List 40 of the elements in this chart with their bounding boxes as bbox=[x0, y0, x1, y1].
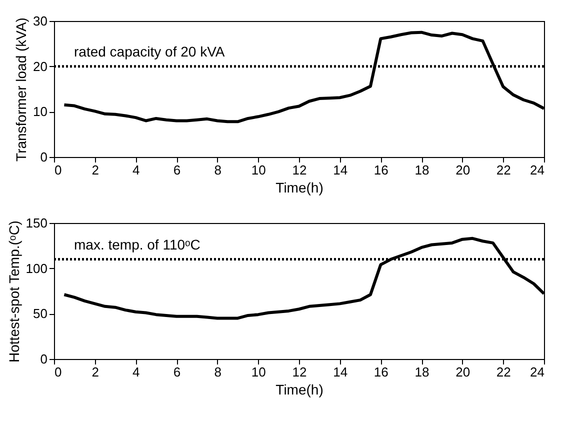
x-tick-label: 12 bbox=[292, 364, 307, 380]
y-tick-label: 0 bbox=[40, 352, 48, 366]
x-tick-label: 12 bbox=[292, 162, 307, 178]
y-tick-label: 20 bbox=[33, 58, 48, 74]
x-tick-label: 16 bbox=[374, 364, 388, 380]
x-axis-title: Time(h) bbox=[276, 180, 324, 196]
x-tick-label: 6 bbox=[173, 162, 181, 178]
x-tick-label: 18 bbox=[414, 162, 430, 178]
y-tick-label: 10 bbox=[33, 104, 48, 120]
ref-line-label: rated capacity of 20 kVA bbox=[74, 43, 226, 60]
y-tick-label: 150 bbox=[26, 216, 48, 230]
y-axis-title: Hottest-spot Temp.(ᵒC) bbox=[6, 220, 22, 362]
x-tick-label: 20 bbox=[456, 162, 470, 178]
x-tick-label: 2 bbox=[92, 364, 99, 380]
x-tick-label: 22 bbox=[496, 162, 511, 178]
y-tick-label: 50 bbox=[33, 306, 48, 322]
x-tick-label: 20 bbox=[456, 364, 470, 380]
x-axis-title: Time(h) bbox=[276, 382, 324, 398]
x-tick-label: 0 bbox=[54, 162, 62, 178]
x-tick-label: 14 bbox=[333, 364, 348, 380]
x-tick-label: 4 bbox=[132, 162, 140, 178]
x-tick-label: 2 bbox=[92, 162, 99, 178]
y-tick-label: 100 bbox=[26, 260, 48, 276]
x-tick-label: 16 bbox=[374, 162, 388, 178]
x-tick-label: 10 bbox=[251, 364, 266, 380]
y-axis-title: Transformer load (kVA) bbox=[13, 18, 30, 162]
x-tick-label: 10 bbox=[251, 162, 266, 178]
x-tick-label: 14 bbox=[333, 162, 348, 178]
y-tick-label: 0 bbox=[40, 150, 48, 164]
y-tick-label: 30 bbox=[33, 14, 48, 28]
x-tick-label: 6 bbox=[173, 364, 181, 380]
x-tick-label: 22 bbox=[496, 364, 511, 380]
ref-line-label: max. temp. of 110ᵒC bbox=[74, 236, 200, 252]
x-tick-label: 0 bbox=[54, 364, 62, 380]
x-tick-label: 18 bbox=[414, 364, 430, 380]
x-tick-label: 4 bbox=[132, 364, 140, 380]
x-tick-label: 24 bbox=[530, 162, 544, 178]
x-tick-label: 24 bbox=[530, 364, 544, 380]
x-tick-label: 8 bbox=[214, 162, 222, 178]
x-tick-label: 8 bbox=[214, 364, 222, 380]
